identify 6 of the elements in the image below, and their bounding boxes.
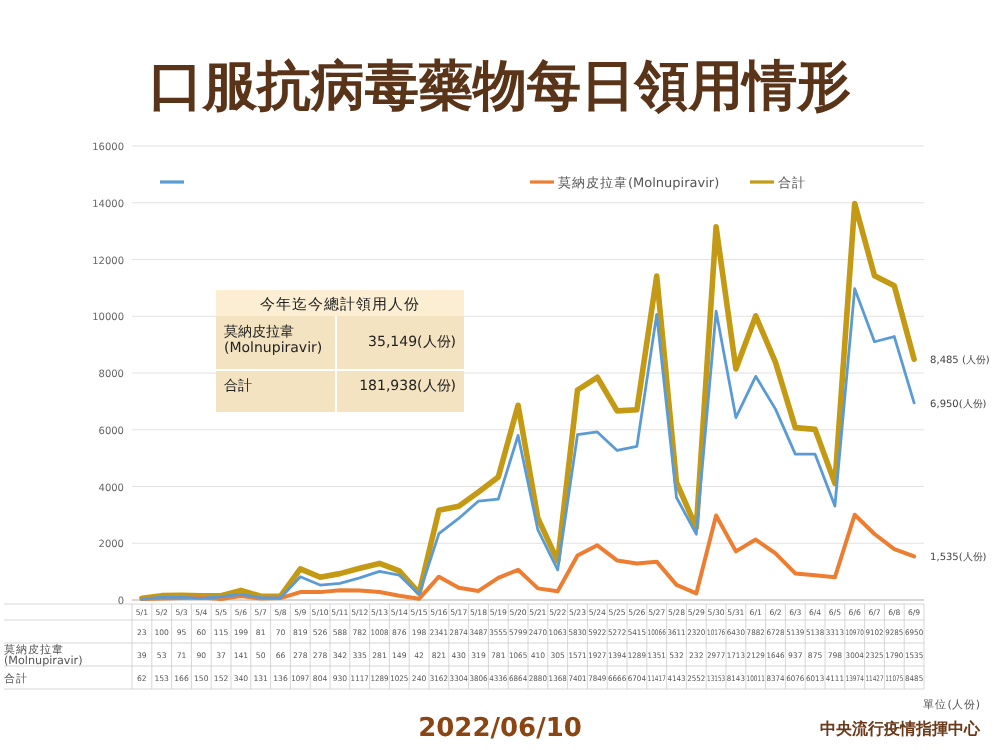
line-series [139, 512, 917, 601]
line-series [140, 287, 916, 601]
chart-title: 口服抗病毒藥物每日領用情形 [149, 56, 851, 118]
line-series [139, 200, 917, 602]
text: 中央流行疫情指揮中心 [820, 718, 982, 738]
text: 2022/06/10 [418, 714, 582, 744]
